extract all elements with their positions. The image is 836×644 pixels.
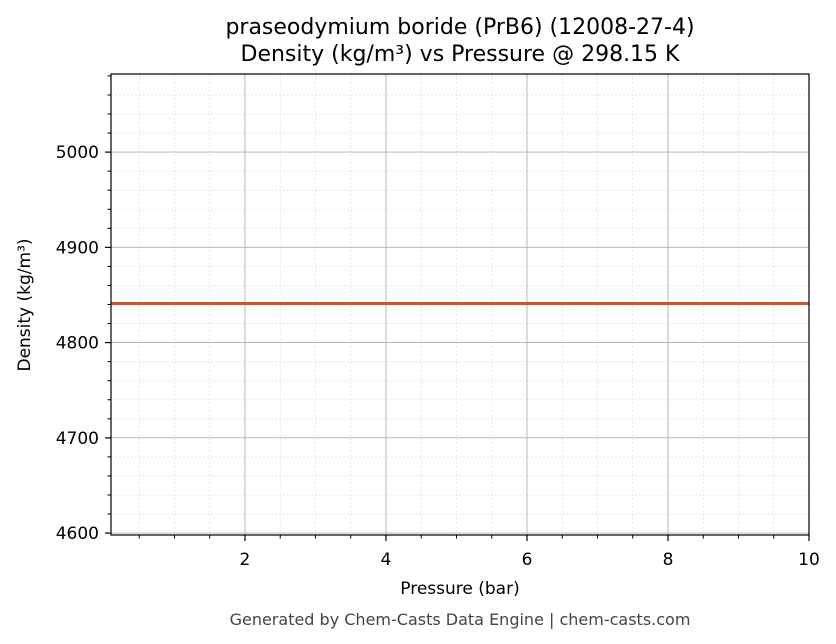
- y-tick-label: 4700: [56, 429, 99, 449]
- y-tick-label: 4600: [56, 524, 99, 544]
- chart-subtitle: Density (kg/m³) vs Pressure @ 298.15 K: [241, 42, 681, 67]
- y-tick-label: 5000: [56, 143, 99, 163]
- footer-credit: Generated by Chem-Casts Data Engine | ch…: [230, 610, 691, 629]
- x-axis-ticks: 2 4 6 8 10: [138, 535, 820, 570]
- y-axis-label: Density (kg/m³): [15, 238, 35, 371]
- y-tick-label: 4900: [56, 238, 99, 258]
- y-axis-ticks: 4600 4700 4800 4900 5000: [56, 75, 111, 544]
- x-tick-label: 2: [240, 550, 251, 570]
- x-axis-label: Pressure (bar): [400, 579, 519, 599]
- x-tick-label: 10: [798, 550, 820, 570]
- x-tick-label: 6: [522, 550, 533, 570]
- minor-grid: [111, 74, 809, 535]
- y-tick-label: 4800: [56, 334, 99, 354]
- x-tick-label: 8: [663, 550, 674, 570]
- x-tick-label: 4: [381, 550, 392, 570]
- chart-title: praseodymium boride (PrB6) (12008-27-4): [225, 15, 694, 40]
